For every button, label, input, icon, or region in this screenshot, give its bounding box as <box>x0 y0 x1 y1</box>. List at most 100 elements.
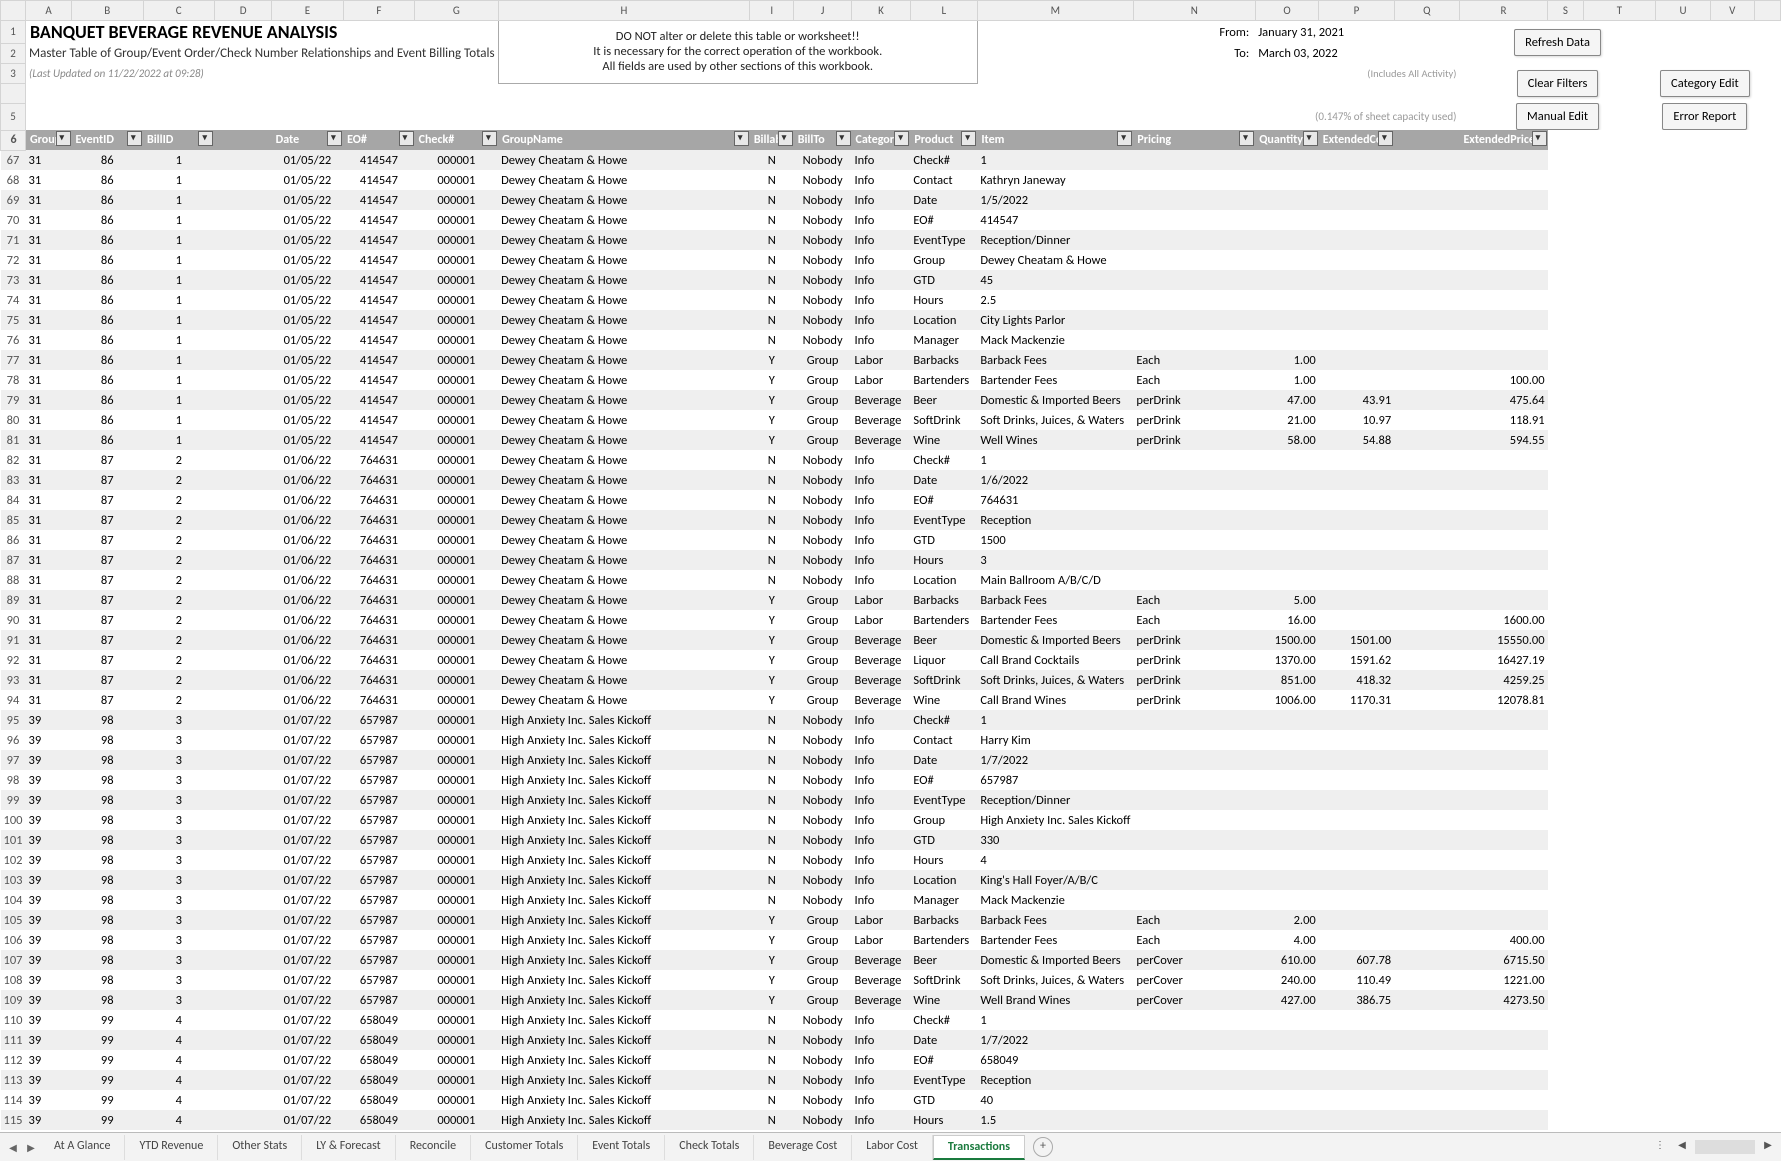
cell-groupname[interactable]: Dewey Cheatam & Howe <box>498 550 750 570</box>
cell-extprice[interactable]: 475.64 <box>1459 390 1547 410</box>
cell-billable[interactable]: N <box>750 830 794 850</box>
cell-extprice[interactable] <box>1459 730 1547 750</box>
cell-item[interactable]: Main Ballroom A/B/C/D <box>977 570 1133 590</box>
cell-billto[interactable]: Nobody <box>794 890 852 910</box>
cell-item[interactable]: Well Brand Wines <box>977 990 1133 1010</box>
cell-category[interactable]: Info <box>852 730 911 750</box>
cell-billable[interactable]: Y <box>750 990 794 1010</box>
cell-product[interactable]: EO# <box>910 1050 977 1070</box>
cell-billto[interactable]: Nobody <box>794 1050 852 1070</box>
cell-extprice[interactable] <box>1459 450 1547 470</box>
header-eventid[interactable]: EventID <box>72 130 143 150</box>
cell-billable[interactable]: N <box>750 710 794 730</box>
cell-date[interactable]: 01/06/22 <box>272 590 343 610</box>
cell-date[interactable]: 01/07/22 <box>272 930 343 950</box>
table-row[interactable]: 1033998301/07/22657987000001High Anxiety… <box>1 870 1781 890</box>
cell-groupname[interactable]: Dewey Cheatam & Howe <box>498 330 750 350</box>
cell-item[interactable]: Call Brand Wines <box>977 690 1133 710</box>
cell-extprice[interactable] <box>1459 1090 1547 1110</box>
cell-extcost[interactable] <box>1319 210 1394 230</box>
cell-item[interactable]: 2.5 <box>977 290 1133 310</box>
cell-date[interactable]: 01/07/22 <box>272 910 343 930</box>
cell-groupname[interactable]: Dewey Cheatam & Howe <box>498 310 750 330</box>
cell-quantity[interactable] <box>1255 270 1319 290</box>
cell-check[interactable]: 000001 <box>415 490 498 510</box>
cell-pricing[interactable] <box>1133 250 1255 270</box>
cell-category[interactable]: Info <box>852 1070 911 1090</box>
table-row[interactable]: 1103999401/07/22658049000001High Anxiety… <box>1 1010 1781 1030</box>
cell-product[interactable]: SoftDrink <box>910 410 977 430</box>
cell-category[interactable]: Beverage <box>852 690 911 710</box>
cell-category[interactable]: Info <box>852 530 911 550</box>
cell-eo[interactable]: 764631 <box>343 590 414 610</box>
cell-check[interactable]: 000001 <box>415 630 498 650</box>
cell-billable[interactable]: N <box>750 550 794 570</box>
cell-product[interactable]: Group <box>910 810 977 830</box>
cell-billto[interactable]: Nobody <box>794 310 852 330</box>
cell-billid[interactable]: 2 <box>143 530 214 550</box>
row-72[interactable]: 72 <box>1 250 26 270</box>
scroll-right-icon[interactable]: ▶ <box>1759 1138 1777 1156</box>
cell-billable[interactable]: N <box>750 230 794 250</box>
cell-group[interactable]: 31 <box>26 610 72 630</box>
cell-extcost[interactable] <box>1319 250 1394 270</box>
cell-product[interactable]: GTD <box>910 830 977 850</box>
cell-extprice[interactable]: 1221.00 <box>1459 970 1547 990</box>
cell-category[interactable]: Info <box>852 230 911 250</box>
table-row[interactable]: 1043998301/07/22657987000001High Anxiety… <box>1 890 1781 910</box>
table-row[interactable]: 1073998301/07/22657987000001High Anxiety… <box>1 950 1781 970</box>
cell-eventid[interactable]: 99 <box>72 1050 143 1070</box>
cell-group[interactable]: 31 <box>26 630 72 650</box>
cell-eo[interactable]: 414547 <box>343 430 414 450</box>
cell-category[interactable]: Info <box>852 190 911 210</box>
cell-date[interactable]: 01/07/22 <box>272 970 343 990</box>
cell-extcost[interactable]: 110.49 <box>1319 970 1394 990</box>
cell-pricing[interactable] <box>1133 750 1255 770</box>
cell-eo[interactable]: 764631 <box>343 670 414 690</box>
cell-billable[interactable]: N <box>750 790 794 810</box>
table-row[interactable]: 1153999401/07/22658049000001High Anxiety… <box>1 1110 1781 1130</box>
cell-billto[interactable]: Nobody <box>794 1010 852 1030</box>
cell-billable[interactable]: N <box>750 570 794 590</box>
cell-product[interactable]: Check# <box>910 150 977 170</box>
cell-product[interactable]: Location <box>910 570 977 590</box>
cell-billto[interactable]: Nobody <box>794 470 852 490</box>
cell-pricing[interactable]: Each <box>1133 910 1255 930</box>
row-98[interactable]: 98 <box>1 770 26 790</box>
cell-eo[interactable]: 658049 <box>343 1070 414 1090</box>
cell-check[interactable]: 000001 <box>415 250 498 270</box>
filter-dropdown-icon[interactable] <box>127 131 142 146</box>
cell-item[interactable]: Barback Fees <box>977 590 1133 610</box>
cell-extcost[interactable]: 607.78 <box>1319 950 1394 970</box>
cell-groupname[interactable]: Dewey Cheatam & Howe <box>498 370 750 390</box>
cell-date[interactable]: 01/06/22 <box>272 510 343 530</box>
cell-date[interactable]: 01/05/22 <box>272 270 343 290</box>
cell-extcost[interactable] <box>1319 510 1394 530</box>
cell-groupname[interactable]: Dewey Cheatam & Howe <box>498 410 750 430</box>
cell-billable[interactable]: Y <box>750 970 794 990</box>
cell-group[interactable]: 31 <box>26 650 72 670</box>
cell-extprice[interactable] <box>1459 210 1547 230</box>
cell-date[interactable]: 01/06/22 <box>272 470 343 490</box>
cell-group[interactable]: 31 <box>26 450 72 470</box>
cell-date[interactable]: 01/06/22 <box>272 550 343 570</box>
table-row[interactable]: 933187201/06/22764631000001Dewey Cheatam… <box>1 670 1781 690</box>
cell-eventid[interactable]: 99 <box>72 1010 143 1030</box>
cell-eventid[interactable]: 98 <box>72 930 143 950</box>
cell-billid[interactable]: 3 <box>143 870 214 890</box>
filter-dropdown-icon[interactable] <box>734 131 749 146</box>
cell-group[interactable]: 31 <box>26 570 72 590</box>
cell-category[interactable]: Info <box>852 270 911 290</box>
cell-eo[interactable]: 657987 <box>343 850 414 870</box>
cell-billable[interactable]: Y <box>750 690 794 710</box>
cell-eo[interactable]: 657987 <box>343 710 414 730</box>
table-row[interactable]: 743186101/05/22414547000001Dewey Cheatam… <box>1 290 1781 310</box>
cell-extprice[interactable] <box>1459 570 1547 590</box>
cell-eventid[interactable]: 87 <box>72 610 143 630</box>
cell-eo[interactable]: 657987 <box>343 790 414 810</box>
filter-dropdown-icon[interactable] <box>1239 131 1254 146</box>
table-row[interactable]: 1023998301/07/22657987000001High Anxiety… <box>1 850 1781 870</box>
table-row[interactable]: 673186101/05/22414547000001Dewey Cheatam… <box>1 150 1781 170</box>
cell-billid[interactable]: 1 <box>143 170 214 190</box>
cell-extcost[interactable] <box>1319 610 1394 630</box>
